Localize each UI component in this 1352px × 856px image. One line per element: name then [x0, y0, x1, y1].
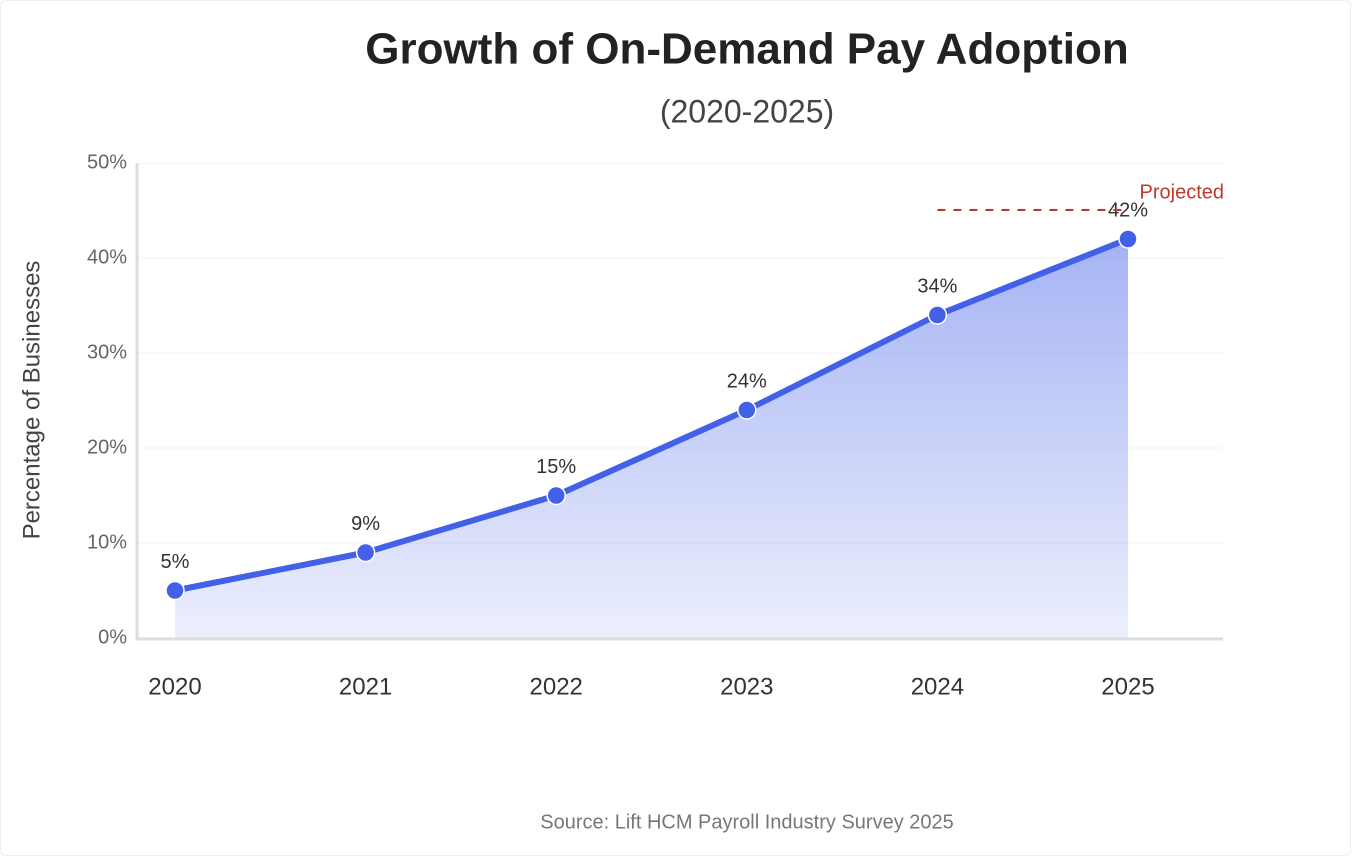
y-tick-label: 0% — [98, 626, 127, 648]
x-tick-label: 2024 — [911, 673, 964, 700]
data-label: 34% — [917, 275, 957, 297]
point — [927, 305, 948, 325]
y-tick-label: 20% — [87, 436, 127, 458]
line — [174, 236, 1130, 594]
area — [175, 239, 1128, 638]
data-label: 15% — [536, 456, 576, 478]
source: Source: Lift HCM Payroll Industry Survey… — [540, 811, 954, 833]
y-tick-label: 50% — [87, 151, 127, 173]
y-tick-label: 30% — [87, 341, 127, 363]
point — [355, 542, 376, 563]
x-tick-label: 2022 — [530, 673, 583, 700]
data-label: 24% — [727, 370, 767, 392]
point — [546, 485, 566, 506]
chart-subtitle: (2020-2025) — [660, 93, 834, 129]
data-label: 42% — [1108, 199, 1148, 221]
x-tick-label: 2020 — [148, 673, 201, 700]
y-tick-label: 10% — [87, 531, 127, 553]
point — [737, 400, 757, 420]
point — [1118, 229, 1138, 249]
annotation: Projected — [1140, 181, 1225, 203]
x-tick-label: 2021 — [339, 673, 392, 700]
x-tick-label: 2025 — [1101, 673, 1154, 700]
y-axis-label: Percentage of Businesses — [18, 261, 45, 540]
point — [165, 580, 185, 601]
data-label: 5% — [161, 551, 190, 573]
x-tick-label: 2023 — [720, 673, 773, 700]
y-tick-label: 40% — [87, 246, 127, 268]
data-label: 9% — [351, 513, 380, 535]
chart-title: Growth of On-Demand Pay Adoption — [365, 25, 1128, 74]
